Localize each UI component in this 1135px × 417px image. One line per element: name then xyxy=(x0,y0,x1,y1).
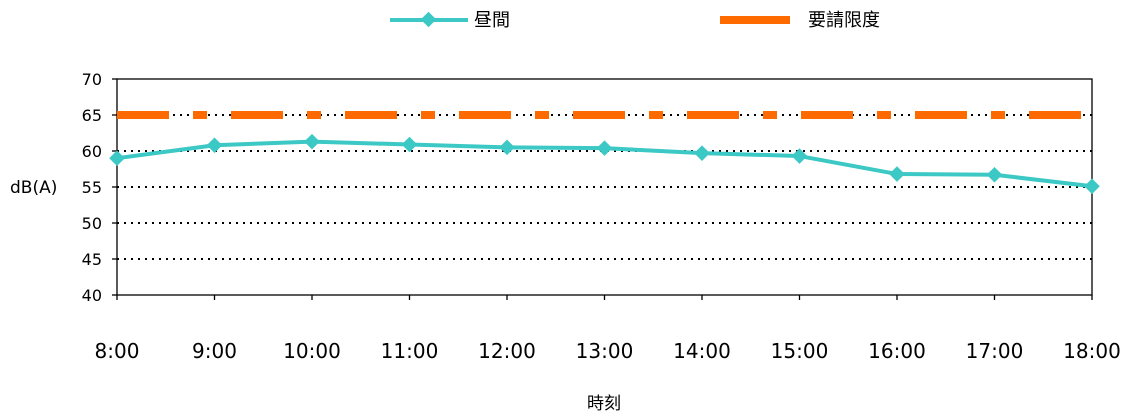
data-point xyxy=(1084,178,1100,195)
legend-limit-label: 要請限度 xyxy=(808,10,880,31)
x-tick-label: 16:00 xyxy=(868,339,926,363)
x-tick-label: 13:00 xyxy=(576,339,634,363)
x-tick-label: 15:00 xyxy=(771,339,829,363)
data-point xyxy=(986,166,1003,183)
x-tick-label: 17:00 xyxy=(966,339,1024,363)
x-axis-label: 時刻 xyxy=(587,394,621,414)
legend: 昼間 要請限度 xyxy=(390,10,880,31)
x-tick-label: 14:00 xyxy=(673,339,731,363)
data-point xyxy=(791,148,808,164)
x-tick-label: 11:00 xyxy=(381,339,439,363)
x-tick-label: 8:00 xyxy=(95,339,140,363)
data-point xyxy=(401,136,418,153)
legend-series-marker xyxy=(420,11,437,28)
data-point xyxy=(596,140,613,156)
series-group xyxy=(109,111,1100,195)
data-point xyxy=(109,150,125,166)
x-tick-label: 18:00 xyxy=(1063,339,1121,363)
y-tick-label: 60 xyxy=(82,142,102,161)
y-tick-label: 55 xyxy=(82,178,102,197)
data-point xyxy=(206,137,223,154)
legend-series-label: 昼間 xyxy=(474,10,510,31)
data-point xyxy=(304,133,320,150)
y-tick-label: 50 xyxy=(82,214,102,233)
x-axis-ticks: 8:00 9:00 10:00 11:00 12:00 13:00 14:00 15:00 16… xyxy=(95,295,1121,363)
y-tick-label: 70 xyxy=(82,70,102,89)
x-tick-label: 10:00 xyxy=(283,339,341,363)
y-axis-ticks: 40 45 50 55 60 65 70 xyxy=(82,70,117,305)
y-axis-label: dB(A) xyxy=(10,178,57,198)
data-point xyxy=(694,145,710,161)
data-point xyxy=(499,139,515,156)
y-tick-label: 45 xyxy=(82,250,102,269)
y-tick-label: 40 xyxy=(82,286,102,305)
y-tick-label: 65 xyxy=(82,106,102,125)
data-point xyxy=(889,166,905,182)
x-tick-label: 12:00 xyxy=(478,339,536,363)
x-tick-label: 9:00 xyxy=(192,339,237,363)
